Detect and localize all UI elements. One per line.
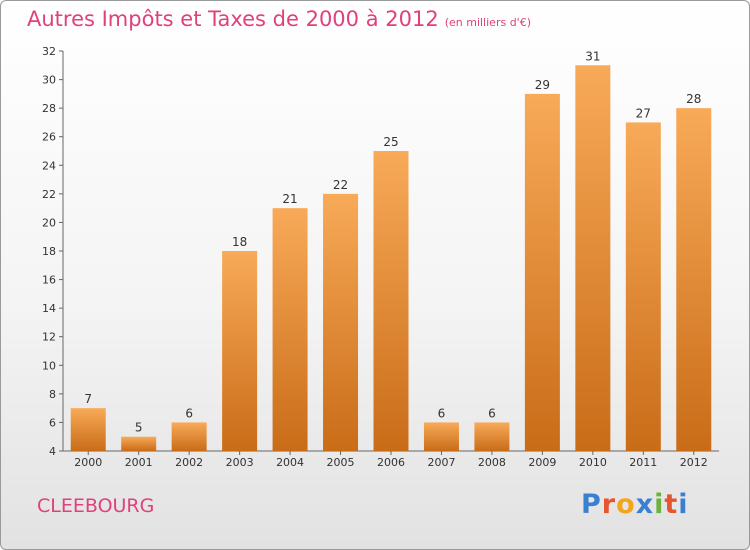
bar-value-label: 27 [636,106,651,120]
bar-value-label: 5 [135,421,143,435]
bar [625,122,661,451]
bar [222,251,258,451]
proxiti-logo: Proxiti [581,489,689,520]
x-tick-label: 2005 [327,456,355,469]
y-tick-label: 22 [42,188,56,201]
logo-letter: P [581,489,602,520]
y-tick-label: 4 [49,445,56,458]
bar-value-label: 22 [333,178,348,192]
bar-value-label: 6 [185,406,193,420]
y-tick-label: 16 [42,274,56,287]
logo-letter: t [664,489,679,520]
bar [474,422,510,451]
y-tick-label: 14 [42,302,56,315]
y-tick-label: 26 [42,131,56,144]
x-tick-label: 2006 [377,456,405,469]
bar-value-label: 31 [585,49,600,63]
y-tick-label: 24 [42,159,56,172]
x-tick-label: 2004 [276,456,304,469]
chart-title-unit: (en milliers d'€) [444,16,531,29]
bar [171,422,207,451]
y-tick-label: 10 [42,359,56,372]
y-tick-label: 32 [42,45,56,58]
x-tick-label: 2000 [74,456,102,469]
y-tick-label: 18 [42,245,56,258]
chart-title: Autres Impôts et Taxes de 2000 à 2012 (en… [27,7,531,31]
logo-letter: r [601,489,617,520]
logo-letter: x [635,489,655,520]
x-tick-label: 2002 [175,456,203,469]
y-tick-label: 8 [49,388,56,401]
x-tick-label: 2009 [528,456,556,469]
bar [575,65,611,452]
x-tick-label: 2011 [629,456,657,469]
commune-name: CLEEBOURG [37,495,155,517]
x-tick-label: 2007 [427,456,455,469]
bar [423,422,459,451]
bar [70,408,106,451]
y-tick-label: 20 [42,216,56,229]
x-tick-label: 2003 [226,456,254,469]
x-tick-label: 2008 [478,456,506,469]
bar [373,151,409,451]
bar-value-label: 18 [232,235,247,249]
bar [121,436,157,451]
y-tick-label: 6 [49,416,56,429]
y-tick-label: 12 [42,331,56,344]
y-tick-label: 30 [42,74,56,87]
bar-value-label: 7 [84,392,92,406]
bar [323,193,359,451]
y-tick-label: 28 [42,102,56,115]
logo-letter: i [678,489,689,520]
bar [524,93,560,451]
x-tick-label: 2010 [579,456,607,469]
x-tick-label: 2012 [680,456,708,469]
x-tick-label: 2001 [125,456,153,469]
bar [272,208,308,451]
bar-value-label: 28 [686,92,701,106]
bar [676,108,712,452]
bar-value-label: 21 [282,192,297,206]
logo-letter: o [616,489,636,520]
logo-letter: i [654,489,665,520]
bar-value-label: 6 [488,406,496,420]
chart-title-main: Autres Impôts et Taxes de 2000 à 2012 [27,7,439,31]
bar-value-label: 29 [535,78,550,92]
bar-value-label: 6 [438,406,446,420]
bar-value-label: 25 [383,135,398,149]
